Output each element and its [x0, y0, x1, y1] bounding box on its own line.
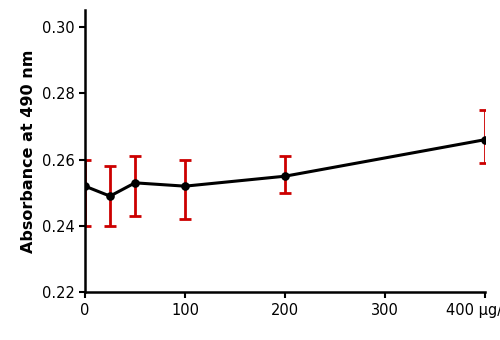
Y-axis label: Absorbance at 490 nm: Absorbance at 490 nm: [21, 50, 36, 253]
